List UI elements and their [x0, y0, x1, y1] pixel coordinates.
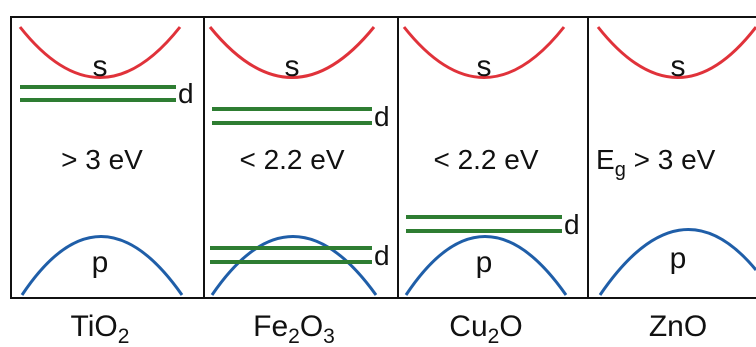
p-band-label: p [476, 246, 493, 279]
formula-part: O [499, 310, 522, 343]
s-band-label: s [285, 50, 300, 83]
compound-label: ZnO [649, 310, 707, 343]
formula-part: Cu [449, 310, 487, 343]
formula-part: ZnO [649, 310, 707, 343]
compound-label: Fe2O3 [253, 310, 335, 347]
valence-band-curve [210, 235, 378, 296]
d-level-label: d [374, 240, 390, 271]
formula-subscript: 2 [488, 325, 500, 347]
d-level-label: d [178, 78, 194, 109]
compound-label: Cu2O [449, 310, 522, 347]
s-band-label: s [477, 50, 492, 83]
panel-tio2: s d > 3 eV p TiO2 [18, 26, 194, 347]
formula-part: Fe [253, 310, 288, 343]
d-level-label: d [564, 209, 580, 240]
band-gap-text: > 3 eV [61, 144, 143, 175]
band-gap-text: < 2.2 eV [433, 144, 538, 175]
conduction-band-curve [402, 26, 566, 79]
conduction-band-curve [208, 26, 376, 79]
gap-value: > 3 eV [626, 144, 716, 175]
p-band-label: p [670, 242, 687, 275]
formula-subscript: 3 [323, 325, 335, 347]
valence-band-curve [20, 235, 184, 296]
panel-cu2o: s < 2.2 eV d p Cu2O [402, 26, 580, 347]
valence-band-curve [598, 228, 756, 296]
p-band-label: p [92, 246, 109, 279]
gap-symbol: E [596, 144, 615, 175]
formula-subscript: 2 [118, 325, 130, 347]
panel-zno: s Eg > 3 eV p ZnO [596, 26, 756, 343]
panel-fe2o3: s d < 2.2 eV d Fe2O3 [208, 26, 390, 347]
valence-band-curve [404, 235, 568, 296]
s-band-label: s [671, 50, 686, 83]
gap-symbol-subscript: g [615, 159, 626, 181]
formula-subscript: 2 [288, 325, 300, 347]
conduction-band-curve [596, 26, 756, 79]
band-gap-text: Eg > 3 eV [596, 144, 716, 181]
d-level-label: d [374, 101, 390, 132]
conduction-band-curve [18, 26, 182, 79]
s-band-label: s [93, 50, 108, 83]
formula-part: TiO [71, 310, 118, 343]
compound-label: TiO2 [71, 310, 130, 347]
formula-part: O [300, 310, 323, 343]
band-gap-text: < 2.2 eV [239, 144, 344, 175]
